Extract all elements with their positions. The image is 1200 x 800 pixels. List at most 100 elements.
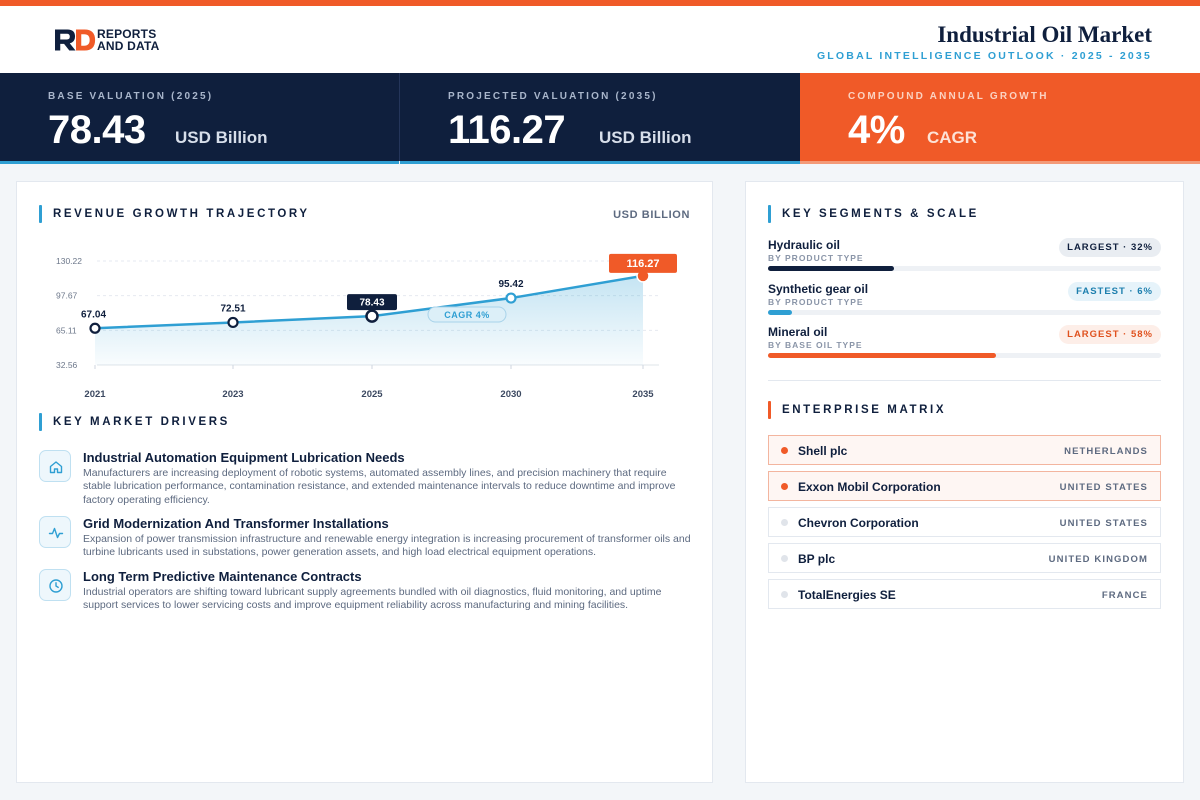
right-panel: KEY SEGMENTS & SCALE Hydraulic oil BY PRO…	[745, 181, 1184, 783]
top-accent-bar	[0, 0, 1200, 6]
data-label: 67.04	[81, 309, 106, 320]
driver-title: Grid Modernization And Transformer Insta…	[83, 516, 389, 531]
enterprise-row[interactable]: TotalEnergies SE FRANCE	[768, 579, 1161, 609]
segment-category: BY BASE OIL TYPE	[768, 340, 863, 350]
left-panel: REVENUE GROWTH TRAJECTORY USD BILLION 13…	[16, 181, 713, 783]
segment-category: BY PRODUCT TYPE	[768, 253, 864, 263]
status-dot-icon	[781, 555, 788, 562]
x-tick-label: 2021	[84, 389, 106, 400]
kpi-label: COMPOUND ANNUAL GROWTH	[848, 91, 1049, 102]
page-header: REPORTS AND DATA Industrial Oil Market G…	[0, 6, 1200, 73]
kpi-unit: USD Billion	[175, 128, 268, 147]
x-tick-label: 2025	[361, 389, 383, 400]
enterprise-row[interactable]: Chevron Corporation UNITED STATES	[768, 507, 1161, 537]
kpi-value: 116.27	[448, 108, 566, 152]
revenue-chart: 130.22 97.67 65.11 32.56 2021 2023 2025 2030 203…	[56, 253, 677, 400]
segment-share-bar	[768, 353, 996, 358]
kpi-value: 78.43	[48, 108, 146, 152]
status-dot-icon	[781, 591, 788, 598]
segment-badge: FASTEST · 6%	[1068, 282, 1161, 301]
segment-badge: LARGEST · 32%	[1059, 238, 1161, 257]
section-accent-bar	[768, 205, 771, 223]
segment-name: Mineral oil	[768, 325, 828, 339]
kpi-divider	[399, 73, 400, 161]
x-tick-label: 2035	[632, 389, 654, 400]
data-label: 95.42	[498, 279, 523, 290]
brand-logo: REPORTS AND DATA	[55, 28, 159, 52]
section-accent-bar	[39, 205, 42, 223]
status-dot-icon	[781, 447, 788, 454]
segments-section-title: KEY SEGMENTS & SCALE	[768, 205, 979, 223]
company-country: NETHERLANDS	[1064, 446, 1148, 457]
status-dot-icon	[781, 519, 788, 526]
page-subtitle: GLOBAL INTELLIGENCE OUTLOOK · 2025 - 203…	[816, 50, 1152, 62]
page-title: Industrial Oil Market	[937, 22, 1152, 47]
kpi-base-valuation: BASE VALUATION (2025) 78.43 USD Billion	[0, 73, 399, 164]
data-point	[365, 309, 379, 323]
company-country: FRANCE	[1101, 590, 1148, 601]
enterprise-row[interactable]: Shell plc NETHERLANDS	[768, 435, 1161, 465]
kpi-value: 4%	[848, 108, 905, 152]
y-tick-label: 130.22	[56, 256, 82, 266]
kpi-label: PROJECTED VALUATION (2035)	[448, 91, 658, 102]
segment-row: Hydraulic oil BY PRODUCT TYPE LARGEST · 32…	[768, 238, 1161, 274]
segment-category: BY PRODUCT TYPE	[768, 297, 864, 307]
company-name: Chevron Corporation	[798, 516, 919, 530]
kpi-unit: CAGR	[927, 128, 978, 147]
data-point	[89, 322, 101, 334]
segment-share-track	[768, 353, 1161, 358]
brand-line-1: REPORTS	[97, 27, 157, 41]
segment-share-track	[768, 266, 1161, 271]
data-point	[505, 292, 517, 304]
company-name: BP plc	[798, 552, 836, 566]
enterprise-row[interactable]: BP plc UNITED KINGDOM	[768, 543, 1161, 573]
company-country: UNITED STATES	[1059, 518, 1148, 529]
drivers-section-title: KEY MARKET DRIVERS	[39, 413, 230, 431]
y-tick-label: 65.11	[56, 325, 77, 335]
driver-description: Expansion of power transmission infrastr…	[83, 533, 691, 559]
revenue-section-title: REVENUE GROWTH TRAJECTORY	[39, 205, 310, 223]
data-point	[227, 316, 239, 329]
driver-item: Grid Modernization And Transformer Insta…	[39, 516, 691, 562]
section-accent-bar	[39, 413, 42, 431]
company-name: Exxon Mobil Corporation	[798, 480, 941, 494]
segment-share-track	[768, 310, 1161, 315]
x-tick-label: 2030	[500, 389, 521, 400]
company-name: Shell plc	[798, 444, 848, 458]
enterprise-section-title: ENTERPRISE MATRIX	[768, 401, 946, 419]
segment-name: Synthetic gear oil	[768, 282, 869, 296]
section-title-text: ENTERPRISE MATRIX	[782, 404, 947, 416]
data-label: 116.27	[626, 258, 659, 270]
enterprise-row[interactable]: Exxon Mobil Corporation UNITED STATES	[768, 471, 1161, 501]
kpi-projected-valuation: PROJECTED VALUATION (2035) 116.27 USD Bi…	[400, 73, 800, 164]
section-title-text: REVENUE GROWTH TRAJECTORY	[53, 208, 310, 220]
data-label-box	[347, 294, 397, 311]
y-tick-label: 97.67	[56, 291, 78, 301]
section-title-text: KEY SEGMENTS & SCALE	[782, 208, 979, 220]
driver-title: Industrial Automation Equipment Lubricat…	[83, 450, 405, 465]
brand-wordmark: REPORTS AND DATA	[97, 28, 159, 52]
data-label: 78.43	[359, 298, 384, 309]
segment-badge: LARGEST · 58%	[1059, 325, 1161, 344]
clock-icon	[39, 569, 71, 601]
section-accent-bar	[768, 401, 771, 419]
company-country: UNITED KINGDOM	[1048, 554, 1148, 565]
driver-title: Long Term Predictive Maintenance Contrac…	[83, 569, 362, 584]
brand-line-2: AND DATA	[97, 39, 160, 53]
driver-item: Industrial Automation Equipment Lubricat…	[39, 450, 679, 510]
segment-name: Hydraulic oil	[768, 238, 841, 252]
section-title-text: KEY MARKET DRIVERS	[53, 416, 230, 428]
driver-description: Industrial operators are shifting toward…	[83, 586, 662, 612]
segment-row: Synthetic gear oil BY PRODUCT TYPE FASTEST…	[768, 282, 1161, 318]
home-icon	[39, 450, 71, 482]
segment-share-bar	[768, 310, 792, 315]
x-tick-label: 2023	[222, 389, 243, 400]
data-label-box	[609, 253, 677, 273]
status-dot-icon	[781, 483, 788, 490]
kpi-cagr: COMPOUND ANNUAL GROWTH 4% CAGR	[800, 73, 1200, 164]
chart-unit-label: USD BILLION	[613, 209, 690, 221]
data-label: 72.51	[220, 303, 245, 314]
pulse-icon	[39, 516, 71, 548]
driver-description: Manufacturers are increasing deployment …	[83, 467, 676, 506]
kpi-unit: USD Billion	[599, 128, 692, 147]
